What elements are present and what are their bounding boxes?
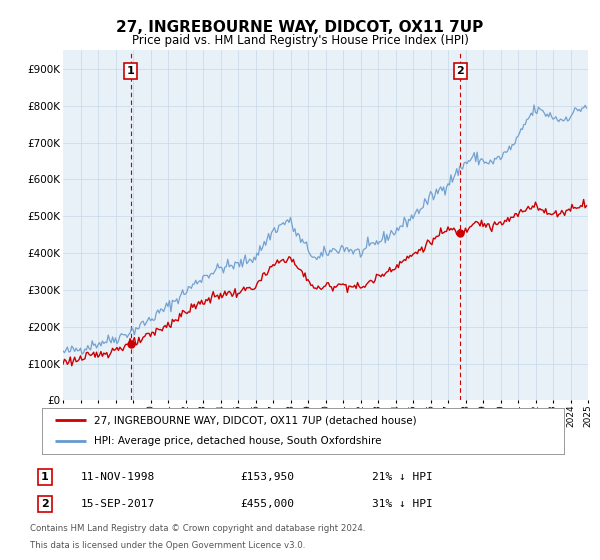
Text: 27, INGREBOURNE WAY, DIDCOT, OX11 7UP (detached house): 27, INGREBOURNE WAY, DIDCOT, OX11 7UP (d…	[94, 415, 417, 425]
Text: £153,950: £153,950	[240, 472, 294, 482]
Text: 1: 1	[41, 472, 49, 482]
Text: HPI: Average price, detached house, South Oxfordshire: HPI: Average price, detached house, Sout…	[94, 436, 382, 446]
Text: Contains HM Land Registry data © Crown copyright and database right 2024.: Contains HM Land Registry data © Crown c…	[30, 524, 365, 533]
Text: 27, INGREBOURNE WAY, DIDCOT, OX11 7UP: 27, INGREBOURNE WAY, DIDCOT, OX11 7UP	[116, 20, 484, 35]
Text: 31% ↓ HPI: 31% ↓ HPI	[372, 499, 433, 509]
Text: 2: 2	[41, 499, 49, 509]
Text: Price paid vs. HM Land Registry's House Price Index (HPI): Price paid vs. HM Land Registry's House …	[131, 34, 469, 46]
Text: 11-NOV-1998: 11-NOV-1998	[81, 472, 155, 482]
Text: 15-SEP-2017: 15-SEP-2017	[81, 499, 155, 509]
Text: This data is licensed under the Open Government Licence v3.0.: This data is licensed under the Open Gov…	[30, 541, 305, 550]
Text: 1: 1	[127, 66, 134, 76]
Text: £455,000: £455,000	[240, 499, 294, 509]
Text: 2: 2	[457, 66, 464, 76]
Text: 21% ↓ HPI: 21% ↓ HPI	[372, 472, 433, 482]
